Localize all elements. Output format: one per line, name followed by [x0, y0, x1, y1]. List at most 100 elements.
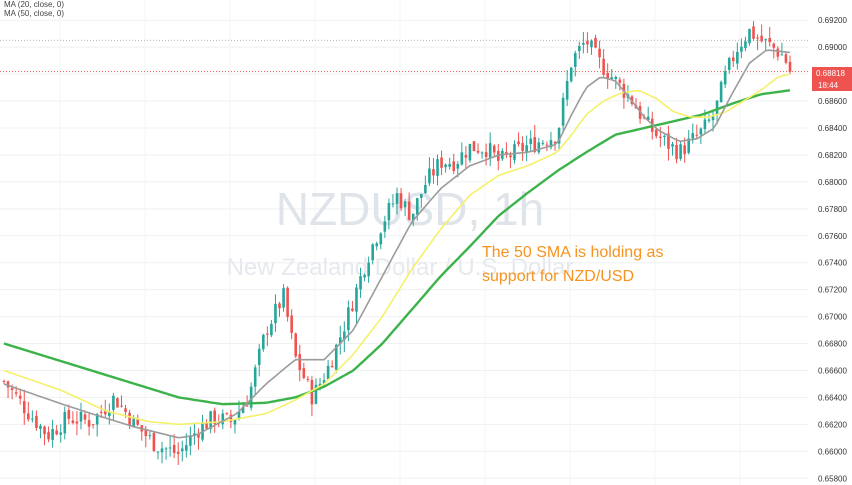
candle-body: [185, 445, 188, 451]
legend-ma20[interactable]: MA (20, close, 0): [4, 0, 65, 9]
candle-body: [711, 116, 715, 121]
candle-body: [452, 161, 456, 172]
candle-body: [707, 119, 711, 121]
candle-body: [772, 43, 776, 48]
candle-body: [598, 48, 601, 58]
y-tick-label: 0.66800: [818, 340, 847, 349]
candle-body: [610, 77, 614, 79]
candle-body: [334, 344, 338, 370]
candle-body: [436, 159, 439, 176]
candle-body: [237, 411, 241, 420]
candle-body: [440, 157, 443, 168]
candle-body: [152, 432, 156, 452]
candle-body: [249, 386, 253, 408]
candle-body: [403, 201, 407, 208]
candle-body: [731, 57, 735, 62]
candle-body: [395, 193, 399, 204]
candle-body: [687, 138, 691, 153]
candle-body: [557, 128, 561, 144]
candle-body: [367, 262, 370, 277]
candle-body: [257, 348, 261, 365]
candle-body: [784, 54, 788, 63]
candle-body: [537, 142, 541, 153]
candle-body: [51, 428, 54, 440]
candle-body: [136, 419, 140, 425]
candle-body: [545, 144, 549, 146]
candle-body: [379, 233, 383, 245]
candle-body: [703, 119, 707, 130]
y-tick-label: 0.65800: [818, 474, 847, 483]
candle-body: [355, 287, 358, 312]
candle-body: [472, 141, 476, 152]
candle-body: [67, 410, 71, 419]
candle-body: [448, 163, 451, 167]
y-tick-label: 0.66200: [818, 420, 847, 429]
candle-body: [363, 274, 366, 278]
candle-body: [456, 163, 460, 169]
legend-ma50[interactable]: MA (50, close, 0): [4, 9, 65, 18]
candle-body: [646, 116, 650, 121]
candle-body: [569, 67, 573, 82]
candle-body: [2, 380, 6, 382]
candle-body: [286, 287, 289, 317]
candle-body: [172, 444, 176, 453]
candle-body: [47, 432, 50, 440]
candle-body: [391, 203, 395, 205]
candle-body: [189, 435, 192, 446]
candle-body: [565, 81, 569, 100]
candle-body: [99, 411, 103, 413]
candle-body: [740, 46, 743, 52]
annotation-line-2: support for NZD/USD: [482, 268, 635, 285]
candle-body: [338, 337, 342, 344]
candle-body: [132, 417, 135, 428]
candle-body: [719, 81, 723, 103]
candle-body: [375, 243, 379, 247]
candle-body: [424, 184, 427, 193]
candle-body: [756, 37, 759, 39]
candle-body: [63, 411, 67, 434]
candle-body: [112, 395, 115, 410]
candle-body: [525, 145, 528, 153]
ma50-line: [3, 89, 791, 406]
candle-body: [233, 419, 237, 425]
candle-body: [464, 155, 468, 158]
candle-body: [79, 411, 83, 422]
candle-body: [760, 35, 763, 42]
candle-body: [573, 53, 577, 67]
watermark-description: New Zealand Dollar / U.S. Dollar: [227, 254, 574, 281]
candle-body: [606, 73, 609, 80]
candle-body: [318, 383, 322, 387]
candle-body: [156, 451, 160, 453]
candle-body: [282, 288, 285, 308]
candle-body: [480, 152, 484, 154]
candle-body: [330, 365, 334, 368]
candle-body: [95, 413, 99, 425]
candle-body: [359, 276, 362, 290]
ma20-line: [3, 49, 791, 439]
candle-body: [582, 42, 585, 45]
candle-body: [736, 51, 739, 64]
candle-body: [71, 420, 75, 423]
candle-body: [484, 152, 488, 157]
annotation-line-1: The 50 SMA is holding as: [482, 244, 664, 261]
candle-body: [253, 367, 257, 387]
candle-body: [432, 169, 435, 176]
candle-body: [383, 221, 387, 232]
candle-body: [776, 48, 780, 57]
candle-body: [245, 405, 249, 407]
price-tag-countdown: 18:44: [818, 81, 839, 90]
price-tag-box: [812, 67, 852, 91]
candle-body: [266, 333, 269, 335]
price-tag: 0.68818 18:44: [812, 67, 852, 91]
candle-body: [691, 133, 695, 139]
candle-body: [27, 413, 30, 420]
candle-body: [347, 307, 350, 331]
candle-body: [675, 144, 678, 160]
candle-body: [780, 54, 784, 56]
candle-body: [744, 41, 747, 49]
ma-yellow-line: [3, 73, 791, 426]
candle-body: [55, 430, 58, 435]
y-tick-label: 0.66400: [818, 393, 847, 402]
candle-body: [83, 414, 87, 420]
